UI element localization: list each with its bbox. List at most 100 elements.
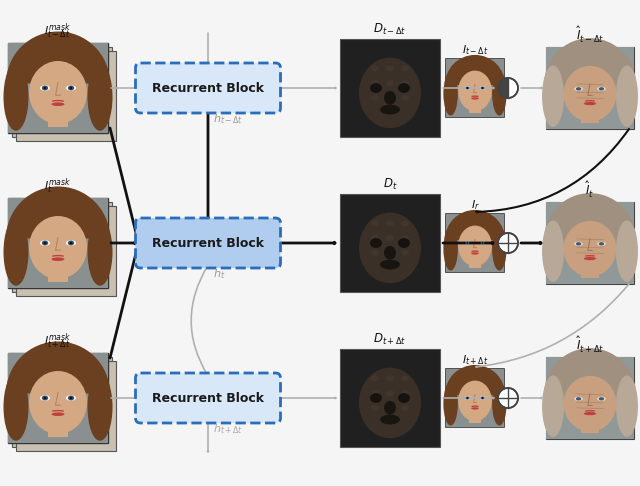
FancyBboxPatch shape — [340, 194, 440, 292]
Ellipse shape — [458, 226, 492, 266]
Ellipse shape — [40, 240, 50, 246]
Ellipse shape — [599, 242, 604, 245]
Text: $h_{t+\Delta t}$: $h_{t+\Delta t}$ — [213, 422, 243, 436]
Ellipse shape — [564, 66, 616, 122]
Ellipse shape — [401, 95, 409, 101]
Wedge shape — [445, 55, 505, 85]
Ellipse shape — [386, 405, 394, 411]
Text: $D_{t+\Delta t}$: $D_{t+\Delta t}$ — [373, 332, 407, 347]
Ellipse shape — [584, 412, 596, 415]
Ellipse shape — [29, 61, 87, 124]
Ellipse shape — [564, 221, 616, 277]
Circle shape — [498, 78, 518, 98]
Ellipse shape — [465, 86, 470, 90]
Text: $\hat{I}_{t-\Delta t}$: $\hat{I}_{t-\Delta t}$ — [576, 25, 604, 45]
Ellipse shape — [29, 371, 87, 434]
Ellipse shape — [44, 397, 47, 399]
FancyArrowPatch shape — [278, 242, 335, 244]
FancyArrowPatch shape — [443, 87, 494, 88]
Ellipse shape — [479, 396, 486, 400]
Ellipse shape — [599, 397, 604, 400]
FancyArrowPatch shape — [191, 265, 208, 375]
FancyBboxPatch shape — [546, 357, 634, 439]
FancyBboxPatch shape — [16, 361, 116, 451]
Text: Recurrent Block: Recurrent Block — [152, 392, 264, 404]
Ellipse shape — [479, 86, 486, 90]
Ellipse shape — [3, 218, 29, 286]
Wedge shape — [6, 187, 110, 239]
Ellipse shape — [70, 87, 72, 89]
Text: $I_{t+\Delta t}$: $I_{t+\Delta t}$ — [461, 353, 488, 367]
Ellipse shape — [574, 87, 583, 91]
Ellipse shape — [51, 103, 65, 106]
Ellipse shape — [380, 415, 400, 424]
Wedge shape — [6, 32, 110, 84]
Ellipse shape — [386, 221, 394, 226]
FancyBboxPatch shape — [340, 349, 440, 447]
Ellipse shape — [88, 63, 113, 131]
Ellipse shape — [584, 102, 596, 105]
Ellipse shape — [444, 227, 458, 271]
Text: Recurrent Block: Recurrent Block — [152, 82, 264, 94]
FancyBboxPatch shape — [48, 268, 68, 282]
FancyBboxPatch shape — [581, 421, 599, 433]
Ellipse shape — [465, 396, 470, 400]
FancyBboxPatch shape — [12, 357, 112, 447]
Ellipse shape — [68, 396, 74, 400]
FancyBboxPatch shape — [8, 353, 108, 443]
Ellipse shape — [482, 87, 483, 89]
FancyBboxPatch shape — [446, 59, 504, 117]
Ellipse shape — [467, 242, 468, 244]
FancyBboxPatch shape — [546, 47, 634, 129]
Ellipse shape — [380, 260, 400, 269]
Ellipse shape — [458, 70, 492, 111]
Ellipse shape — [542, 66, 564, 127]
FancyArrowPatch shape — [110, 245, 138, 358]
FancyArrowPatch shape — [521, 398, 542, 399]
Text: $h_{t}$: $h_{t}$ — [213, 267, 225, 281]
Ellipse shape — [370, 83, 382, 93]
Ellipse shape — [371, 95, 379, 101]
Ellipse shape — [465, 242, 469, 244]
Ellipse shape — [398, 83, 410, 93]
Ellipse shape — [616, 66, 638, 127]
Ellipse shape — [479, 241, 486, 245]
Ellipse shape — [471, 252, 479, 255]
FancyArrowPatch shape — [443, 398, 494, 399]
Ellipse shape — [371, 80, 379, 86]
Wedge shape — [544, 38, 636, 84]
Text: $\hat{I}_{t+\Delta t}$: $\hat{I}_{t+\Delta t}$ — [576, 335, 604, 355]
Ellipse shape — [370, 393, 382, 403]
Ellipse shape — [401, 235, 409, 241]
Ellipse shape — [51, 258, 65, 261]
FancyBboxPatch shape — [546, 202, 634, 284]
Ellipse shape — [542, 376, 564, 437]
Ellipse shape — [444, 72, 458, 116]
Ellipse shape — [401, 390, 409, 396]
FancyBboxPatch shape — [469, 414, 481, 423]
Text: $D_{t}$: $D_{t}$ — [383, 177, 397, 192]
FancyBboxPatch shape — [581, 111, 599, 123]
Ellipse shape — [42, 86, 48, 90]
Polygon shape — [498, 78, 508, 98]
FancyArrowPatch shape — [207, 110, 209, 219]
Wedge shape — [445, 210, 505, 240]
FancyBboxPatch shape — [16, 51, 116, 141]
Ellipse shape — [3, 63, 29, 131]
Ellipse shape — [492, 72, 507, 116]
FancyBboxPatch shape — [16, 206, 116, 296]
Ellipse shape — [68, 86, 74, 90]
FancyBboxPatch shape — [8, 198, 108, 288]
Ellipse shape — [401, 66, 409, 71]
Circle shape — [498, 388, 518, 408]
Ellipse shape — [386, 235, 394, 241]
Text: $I_{t-\Delta t}^{mask}$: $I_{t-\Delta t}^{mask}$ — [44, 21, 72, 41]
FancyArrowPatch shape — [278, 87, 336, 88]
FancyArrowPatch shape — [207, 33, 209, 65]
Ellipse shape — [398, 393, 410, 403]
Ellipse shape — [88, 218, 113, 286]
FancyBboxPatch shape — [48, 423, 68, 437]
Ellipse shape — [3, 373, 29, 441]
Text: $I_{t-\Delta t}$: $I_{t-\Delta t}$ — [461, 43, 488, 57]
Ellipse shape — [371, 390, 379, 396]
